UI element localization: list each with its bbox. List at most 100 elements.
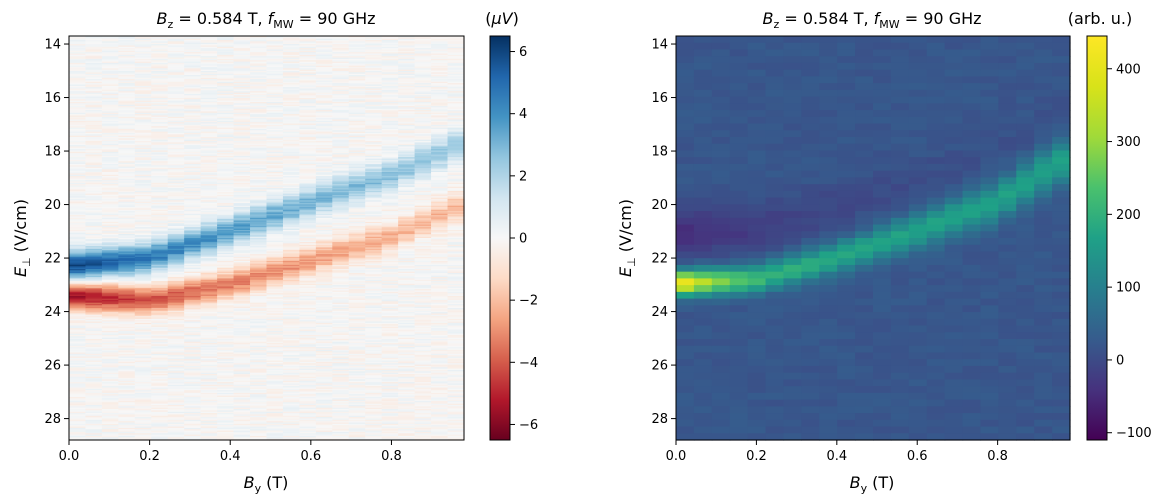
heatmap-cell <box>217 128 235 131</box>
heatmap-cell <box>250 85 268 88</box>
heatmap-cell <box>85 384 103 387</box>
heatmap-cell <box>200 228 218 231</box>
heatmap-cell <box>332 279 350 282</box>
heatmap-cell <box>184 263 202 266</box>
heatmap-cell <box>299 155 317 158</box>
heatmap-cell <box>299 76 317 79</box>
heatmap-cell <box>250 329 268 332</box>
heatmap-cell <box>69 411 87 414</box>
heatmap-cell <box>69 387 87 390</box>
heatmap-cell <box>266 263 284 266</box>
heatmap-cell <box>101 127 119 130</box>
heatmap-cell <box>282 97 301 100</box>
heatmap-cell <box>200 115 218 118</box>
heatmap-cell <box>69 365 87 368</box>
heatmap-cell <box>200 120 218 123</box>
heatmap-cell <box>299 202 317 205</box>
heatmap-cell <box>282 65 301 68</box>
heatmap-cell <box>69 228 87 231</box>
heatmap-cell <box>69 360 87 363</box>
heatmap-cell <box>184 259 202 262</box>
heatmap-cell <box>69 277 87 279</box>
heatmap-cell <box>85 103 103 106</box>
heatmap-cell <box>217 127 235 130</box>
heatmap-cell <box>299 247 317 250</box>
heatmap-cell <box>250 430 268 433</box>
heatmap-cell <box>299 141 317 143</box>
heatmap-cell <box>184 371 202 374</box>
heatmap-cell <box>101 75 119 77</box>
heatmap-cell <box>167 407 185 410</box>
heatmap-cell <box>266 367 284 370</box>
heatmap-cell <box>85 429 103 432</box>
heatmap-cell <box>266 271 284 274</box>
heatmap-cell <box>282 134 301 137</box>
heatmap-cell <box>282 111 301 114</box>
heatmap-cell <box>282 205 301 208</box>
heatmap-cell <box>200 431 218 434</box>
heatmap-cell <box>250 403 268 406</box>
heatmap-cell <box>134 328 152 331</box>
heatmap-cell <box>151 172 169 174</box>
heatmap-cell <box>250 333 268 336</box>
heatmap-cell <box>315 365 333 368</box>
heatmap-cell <box>315 429 333 432</box>
heatmap-cell <box>184 429 202 432</box>
heatmap-cell <box>217 268 235 271</box>
heatmap-cell <box>134 75 152 77</box>
heatmap-cell <box>266 419 284 422</box>
heatmap-cell <box>151 87 169 90</box>
heatmap-cell <box>233 186 251 189</box>
heatmap-cell <box>118 50 136 53</box>
heatmap-cell <box>134 271 152 274</box>
heatmap-cell <box>233 274 251 277</box>
heatmap-cell <box>315 259 333 262</box>
heatmap-cell <box>332 240 350 243</box>
heatmap-cell <box>184 119 202 122</box>
heatmap-cell <box>184 36 202 38</box>
heatmap-cell <box>69 309 87 312</box>
heatmap-cell <box>200 246 218 249</box>
heatmap-cell <box>69 155 87 158</box>
heatmap-cell <box>315 110 333 113</box>
heatmap-cell <box>233 169 251 172</box>
heatmap-cell <box>69 250 87 253</box>
heatmap-cell <box>101 120 119 123</box>
heatmap-cell <box>282 54 301 57</box>
heatmap-cell <box>217 142 235 145</box>
heatmap-cell <box>85 352 103 355</box>
heatmap-cell <box>282 178 301 181</box>
heatmap-cell <box>85 127 103 130</box>
heatmap-cell <box>299 46 317 49</box>
heatmap-cell <box>299 297 317 300</box>
heatmap-cell <box>332 46 350 49</box>
heatmap-cell <box>167 233 185 236</box>
heatmap-cell <box>282 53 301 56</box>
heatmap-cell <box>151 329 169 332</box>
heatmap-cell <box>250 392 268 395</box>
heatmap-cell <box>217 194 235 197</box>
heatmap-cell <box>101 378 119 380</box>
heatmap-cell <box>118 115 136 118</box>
heatmap-cell <box>282 404 301 407</box>
heatmap-cell <box>184 395 202 398</box>
heatmap-cell <box>282 310 301 313</box>
heatmap-cell <box>118 318 136 321</box>
heatmap-cell <box>85 333 103 336</box>
heatmap-cell <box>315 77 333 80</box>
heatmap-cell <box>299 407 317 410</box>
heatmap-cell <box>101 363 119 366</box>
heatmap-cell <box>250 388 268 391</box>
heatmap-cell <box>184 365 202 368</box>
heatmap-cell <box>69 238 87 240</box>
heatmap-cell <box>266 236 284 239</box>
heatmap-cell <box>85 188 103 191</box>
heatmap-cell <box>332 162 350 165</box>
heatmap-cell <box>167 329 185 332</box>
heatmap-cell <box>299 231 317 234</box>
heatmap-cell <box>184 348 202 351</box>
heatmap-cell <box>266 192 284 195</box>
heatmap-cell <box>315 306 333 309</box>
heatmap-cell <box>167 62 185 65</box>
heatmap-cell <box>282 89 301 92</box>
